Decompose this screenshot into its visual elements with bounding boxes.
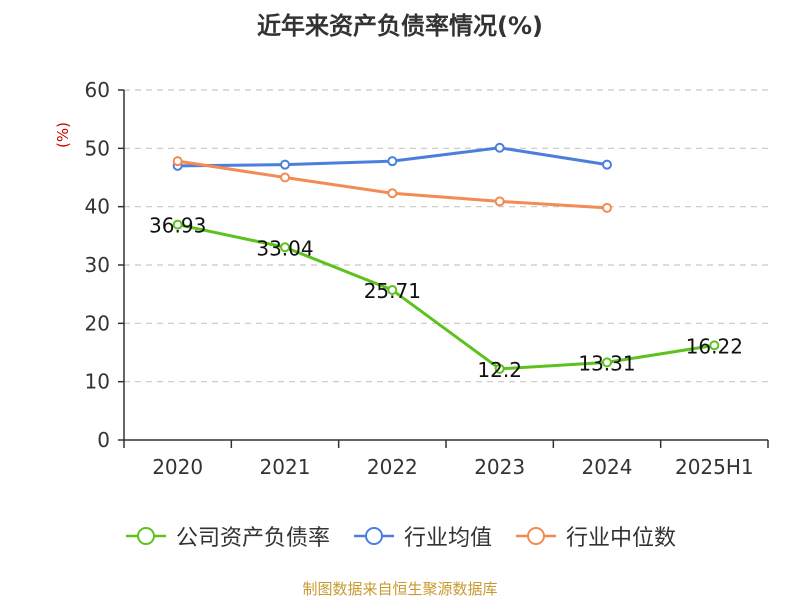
y-tick-label: 40 [85, 195, 110, 219]
data-point [602, 159, 612, 170]
data-point [602, 202, 612, 213]
legend-item-company[interactable]: 公司资产负债率 [124, 520, 330, 552]
legend-line-marker-icon [125, 527, 166, 545]
legend: 公司资产负债率 行业均值 行业中位数 [0, 520, 800, 552]
legend-label-industry-median: 行业中位数 [566, 526, 677, 551]
legend-label-company: 公司资产负债率 [175, 526, 330, 551]
data-point [602, 357, 612, 368]
legend-item-industry-median[interactable]: 行业中位数 [514, 520, 676, 552]
legend-item-industry-mean[interactable]: 行业均值 [352, 520, 492, 552]
data-source-note: 制图数据来自恒生聚源数据库 [302, 580, 498, 598]
data-point [387, 285, 398, 296]
data-point [172, 156, 183, 167]
y-tick-label: 10 [85, 370, 110, 394]
data-point [494, 196, 505, 207]
x-tick-label: 2021 [260, 455, 311, 479]
data-label: 36.93 [149, 214, 206, 238]
data-point [172, 219, 183, 230]
data-label: 12.2 [477, 358, 522, 382]
chart-title: 近年来资产负债率情况(%) [257, 12, 543, 40]
data-point [280, 172, 290, 183]
data-point [280, 159, 290, 170]
y-tick-label: 60 [85, 78, 110, 102]
legend-line-marker-icon [516, 527, 556, 545]
x-tick-label: 2024 [582, 455, 633, 479]
y-tick-label: 50 [85, 136, 110, 160]
series-line [177, 159, 608, 210]
x-tick-label: 2023 [474, 455, 525, 479]
x-tick-label: 2025H1 [675, 455, 754, 479]
y-tick-label: 20 [85, 311, 110, 335]
data-point [387, 156, 398, 167]
data-point [494, 363, 505, 374]
data-label: 16.22 [686, 334, 743, 358]
y-tick-label: 0 [97, 428, 110, 452]
data-label: 13.31 [578, 351, 635, 375]
y-tick-label: 30 [85, 253, 110, 277]
x-tick-label: 2022 [367, 455, 418, 479]
x-tick-label: 2020 [152, 455, 203, 479]
data-point [494, 142, 505, 153]
data-point [387, 188, 398, 199]
data-point [709, 340, 720, 351]
data-label: 33.04 [256, 236, 313, 260]
data-point [280, 242, 290, 253]
series-line [177, 223, 715, 371]
legend-label-industry-mean: 行业均值 [403, 526, 492, 551]
data-label: 25.71 [364, 279, 421, 303]
legend-line-marker-icon [353, 527, 394, 545]
